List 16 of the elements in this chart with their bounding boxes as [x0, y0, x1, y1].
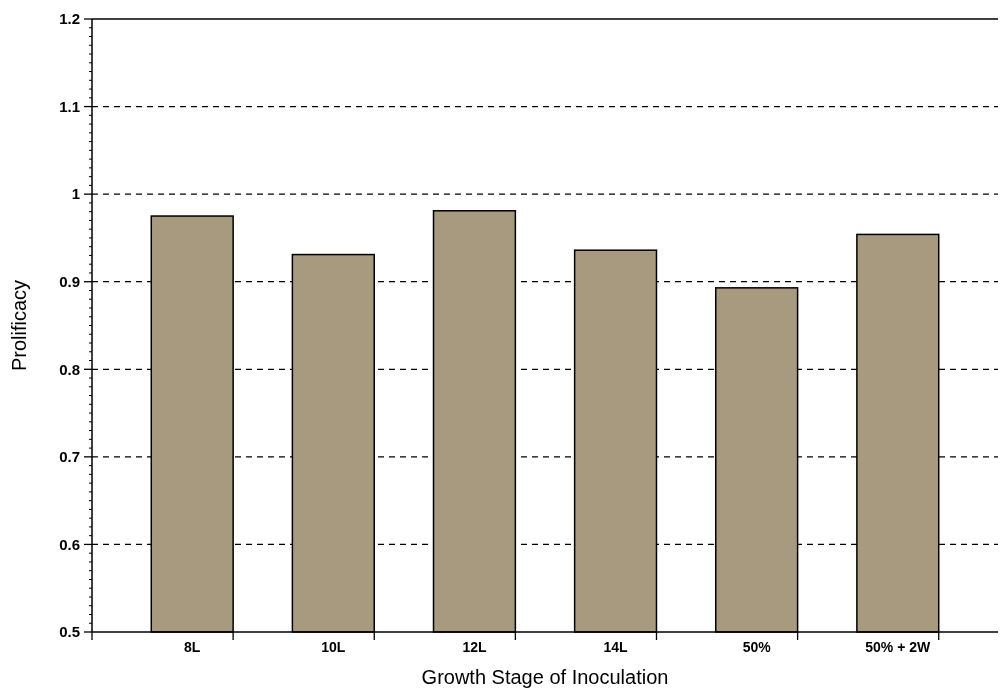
x-tick-label: 50% + 2W: [865, 639, 932, 655]
x-axis-title: Growth Stage of Inoculation: [421, 666, 669, 688]
y-tick-label: 0.7: [59, 448, 80, 466]
y-tick-label: 0.9: [59, 272, 80, 290]
y-axis-title: Prolificacy: [8, 279, 30, 372]
y-tick-label: 0.8: [59, 360, 80, 378]
x-tick-label: 10L: [321, 639, 346, 655]
x-tick-label: 14L: [603, 639, 629, 655]
x-tick-label: 50%: [742, 639, 772, 655]
x-tick-label: 12L: [462, 639, 487, 655]
y-tick-label: 0.5: [59, 623, 80, 641]
y-tick-label: 1.1: [59, 97, 80, 115]
x-tick-label: 8L: [184, 639, 201, 655]
y-tick-label: 1.2: [59, 10, 80, 28]
y-tick-label: 0.6: [59, 535, 80, 553]
y-tick-label: 1: [71, 185, 80, 203]
